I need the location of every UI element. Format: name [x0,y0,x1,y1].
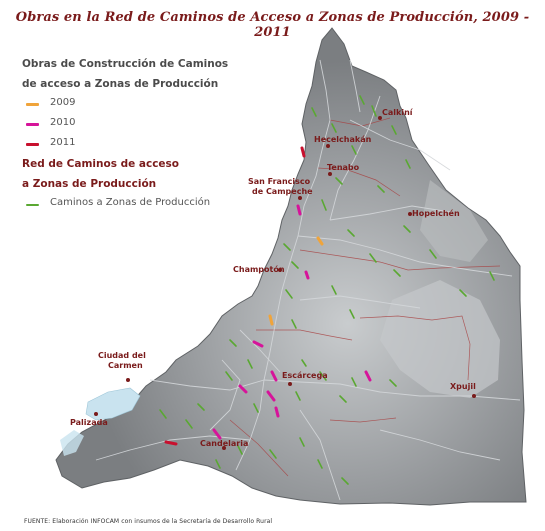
legend-item-2010: 2010 [22,114,252,134]
label-palizada: Palizada [70,418,108,427]
label-champoton: Champotón [233,264,285,274]
label-hecelchakan: Hecelchakán [314,135,372,144]
work-segment-2010 [266,390,276,402]
legend-works-heading-line2: de acceso a Zonas de Producción [22,78,219,90]
work-segment-2010 [274,406,280,418]
production-roads [159,95,495,485]
legend-swatch-2011 [26,143,39,146]
label-escarcega: Escárcega [282,371,328,380]
legend-network-heading-line2: a Zonas de Producción [22,178,157,190]
legend-item-production-roads: Caminos a Zonas de Producción [22,194,252,214]
legend-item-2011: 2011 [22,134,252,154]
relief-highland [420,180,488,262]
works-2010 [212,204,372,440]
city-markers [94,116,476,450]
coastal-water [60,430,84,456]
legend-works-heading-line1: Obras de Construcción de Caminos [22,58,229,70]
work-segment-2010 [296,204,302,216]
road-network [95,59,521,501]
map-legend: Obras de Construcción de Caminos de acce… [22,54,252,214]
label-campeche-1: San Francisco [248,177,311,186]
label-campeche-2: de Campeche [252,187,313,196]
legend-swatch-2010 [26,123,39,126]
label-ciudad-carmen-1: Ciudad del [98,351,146,360]
work-segment-2009 [316,236,324,246]
map-title: Obras en la Red de Caminos de Acceso a Z… [15,10,530,40]
legend-label-2009: 2009 [50,97,76,108]
legend-label-production-roads: Caminos a Zonas de Producción [50,197,211,208]
legend-label-2011: 2011 [50,137,76,148]
relief-highland [380,280,500,398]
source-note: FUENTE: Elaboración INFOCAM con insumos … [24,518,273,525]
work-segment-2010 [252,340,264,348]
laguna-de-terminos [85,387,141,421]
works-2009 [268,236,324,326]
label-ciudad-carmen-2: Carmen [108,361,143,370]
legend-network-heading-line1: Red de Caminos de acceso [22,158,180,170]
work-segment-2009 [268,314,274,326]
label-xpujil: Xpujil [450,382,476,391]
label-candelaria: Candelaria [200,439,248,448]
label-hopelchen: Hopelchén [412,208,460,218]
state-shape [55,27,527,506]
legend-label-2010: 2010 [50,117,76,128]
legend-swatch-2009 [26,103,39,106]
works-2011 [164,146,306,446]
label-calkini: Calkiní [382,108,414,117]
legend-item-2009: 2009 [22,94,252,114]
legend-swatch-production-roads [26,204,39,206]
work-segment-2010 [238,384,248,394]
label-tenabo: Tenabo [327,163,360,172]
work-segment-2011 [300,146,306,158]
work-segment-2010 [270,370,278,382]
work-segment-2010 [304,270,310,280]
work-segment-2010 [212,428,222,440]
work-segment-2011 [164,440,178,446]
work-segment-2010 [364,370,372,382]
